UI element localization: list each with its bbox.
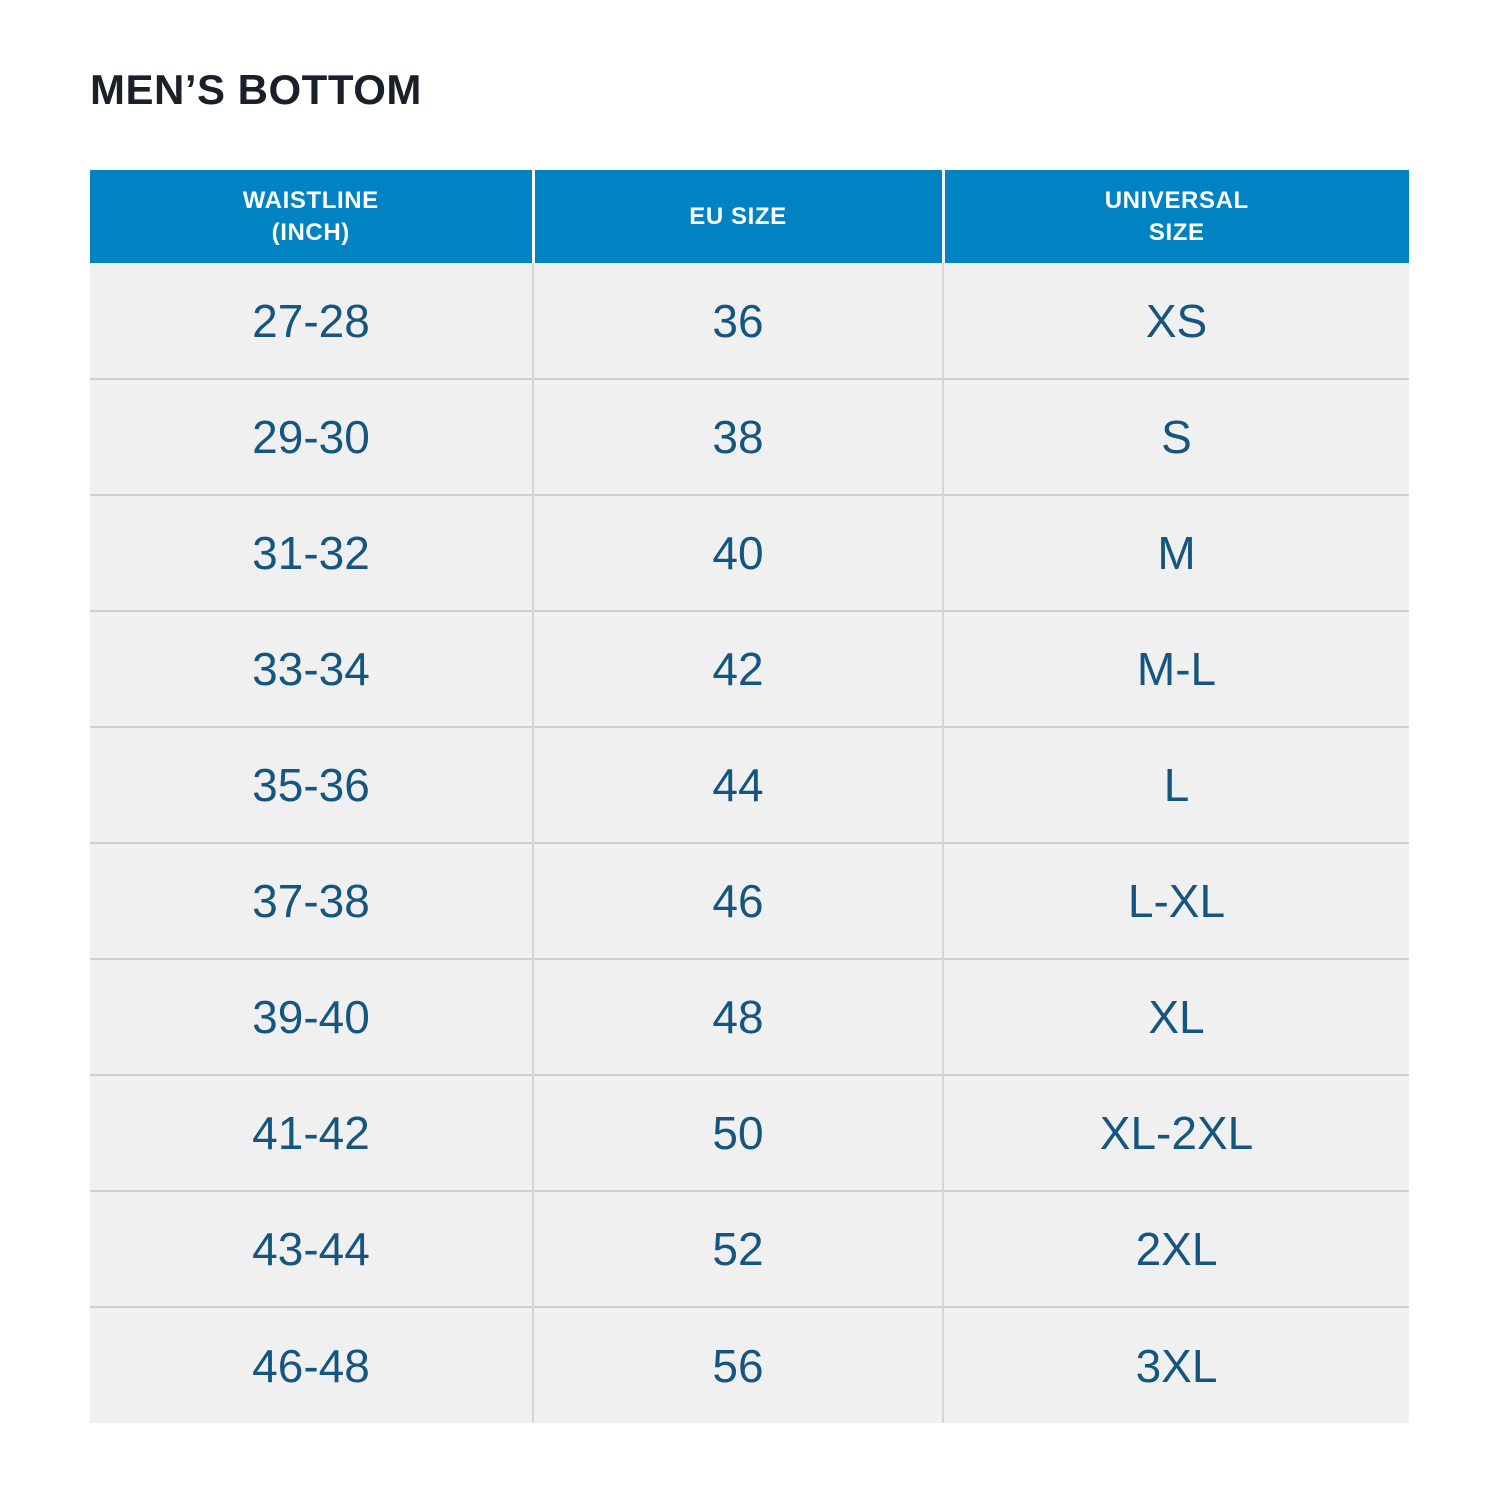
table-row: 46-48 56 3XL xyxy=(90,1306,1409,1423)
waistline-cell: 29-30 xyxy=(90,378,533,495)
universal-size-cell: XL xyxy=(942,958,1409,1075)
universal-size-cell: 2XL xyxy=(942,1190,1409,1307)
eu-size-cell: 48 xyxy=(532,958,943,1075)
column-header-eu-size: EU SIZE xyxy=(531,170,943,263)
waistline-cell: 35-36 xyxy=(90,726,533,843)
waistline-cell: 27-28 xyxy=(90,263,533,379)
table-row: 33-34 42 M-L xyxy=(90,610,1409,727)
eu-size-cell: 44 xyxy=(532,726,943,843)
waistline-cell: 43-44 xyxy=(90,1190,533,1307)
size-table: WAISTLINE (INCH) EU SIZE UNIVERSAL SIZE … xyxy=(90,170,1409,1423)
eu-size-cell: 56 xyxy=(532,1306,943,1423)
column-header-universal-size: UNIVERSAL SIZE xyxy=(941,170,1409,263)
table-row: 31-32 40 M xyxy=(90,494,1409,611)
eu-size-cell: 36 xyxy=(532,263,943,379)
waistline-cell: 33-34 xyxy=(90,610,533,727)
waistline-cell: 46-48 xyxy=(90,1306,533,1423)
eu-size-cell: 38 xyxy=(532,378,943,495)
column-header-waistline: WAISTLINE (INCH) xyxy=(90,170,533,263)
universal-size-cell: S xyxy=(942,378,1409,495)
size-table-header: WAISTLINE (INCH) EU SIZE UNIVERSAL SIZE xyxy=(90,170,1409,263)
eu-size-cell: 50 xyxy=(532,1074,943,1191)
waistline-cell: 37-38 xyxy=(90,842,533,959)
header-row: WAISTLINE (INCH) EU SIZE UNIVERSAL SIZE xyxy=(90,170,1409,263)
table-row: 43-44 52 2XL xyxy=(90,1190,1409,1307)
page-title: MEN’S BOTTOM xyxy=(90,66,422,113)
universal-size-cell: M xyxy=(942,494,1409,611)
table-row: 39-40 48 XL xyxy=(90,958,1409,1075)
universal-size-cell: L-XL xyxy=(942,842,1409,959)
table-row: 35-36 44 L xyxy=(90,726,1409,843)
eu-size-cell: 46 xyxy=(532,842,943,959)
universal-size-cell: M-L xyxy=(942,610,1409,727)
eu-size-cell: 52 xyxy=(532,1190,943,1307)
eu-size-cell: 42 xyxy=(532,610,943,727)
size-table-body: 27-28 36 XS 29-30 38 S 31-32 40 M 33-34 … xyxy=(90,263,1409,1423)
universal-size-cell: L xyxy=(942,726,1409,843)
waistline-cell: 31-32 xyxy=(90,494,533,611)
universal-size-cell: XL-2XL xyxy=(942,1074,1409,1191)
table-row: 37-38 46 L-XL xyxy=(90,842,1409,959)
universal-size-cell: XS xyxy=(942,263,1409,379)
table-row: 27-28 36 XS xyxy=(90,263,1409,379)
waistline-cell: 41-42 xyxy=(90,1074,533,1191)
table-row: 41-42 50 XL-2XL xyxy=(90,1074,1409,1191)
eu-size-cell: 40 xyxy=(532,494,943,611)
waistline-cell: 39-40 xyxy=(90,958,533,1075)
table-row: 29-30 38 S xyxy=(90,378,1409,495)
universal-size-cell: 3XL xyxy=(942,1306,1409,1423)
